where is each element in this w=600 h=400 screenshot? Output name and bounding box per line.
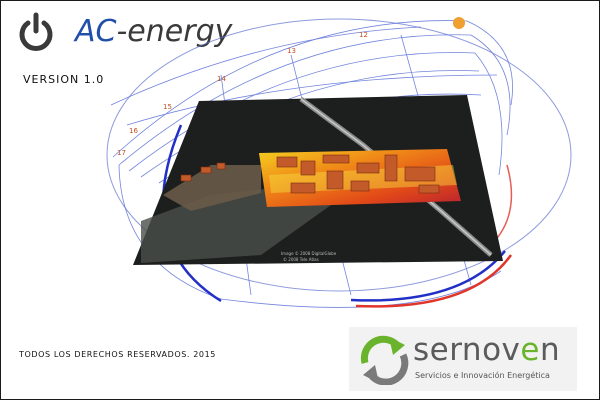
sun-marker <box>453 17 465 29</box>
hour-label: 15 <box>163 103 172 111</box>
hour-label: 12 <box>359 31 368 39</box>
power-icon <box>19 12 53 51</box>
horizon-arc-red <box>355 254 513 308</box>
sunpath-3d-view: 12 13 14 15 16 17 <box>106 17 572 308</box>
horizon-ring <box>106 18 572 292</box>
app-title: AC-energy <box>75 17 232 47</box>
app-title-suffix: -energy <box>116 14 233 49</box>
company-logo: sernoven Servicios e Innovación Energéti… <box>349 327 577 391</box>
company-name-highlight: e <box>520 332 540 368</box>
company-name-part: sernov <box>413 332 521 368</box>
map-caption: Image © 2008 DigitalGlobe <box>281 251 337 256</box>
app-logo: AC-energy <box>17 11 232 53</box>
company-tagline: Servicios e Innovación Energética <box>415 371 550 380</box>
building-blocks <box>180 154 440 194</box>
company-name-part: n <box>539 332 561 368</box>
app-title-prefix: AC <box>75 14 117 49</box>
hour-label: 13 <box>287 47 296 55</box>
copyright-notice: TODOS LOS DERECHOS RESERVADOS. 2015 <box>19 350 216 359</box>
hour-label: 16 <box>129 127 138 135</box>
company-name: sernoven <box>413 333 560 367</box>
recycle-arrows-icon <box>360 335 409 385</box>
hour-label: 14 <box>217 75 226 83</box>
map-caption: © 2008 Tele Atlas <box>283 257 319 262</box>
solar-analysis-visualization: 12 13 14 15 16 17 <box>101 15 599 311</box>
hour-label: 17 <box>117 149 126 157</box>
version-label: VERSION 1.0 <box>23 73 105 86</box>
